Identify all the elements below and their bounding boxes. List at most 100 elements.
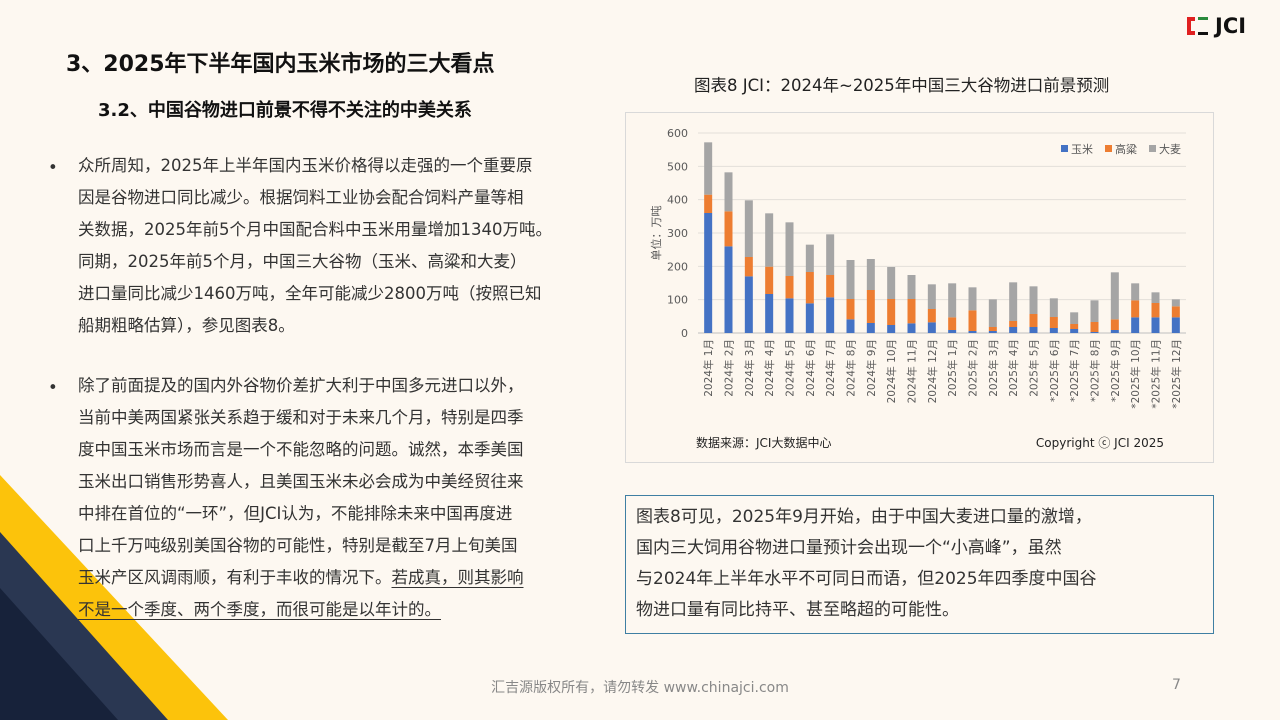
bar-segment (826, 234, 835, 275)
y-axis-label: 单位：万吨 (649, 206, 663, 261)
bar-segment (968, 287, 977, 311)
text-line: 除了前面提及的国内外谷物价差扩大利于中国多元进口以外， (78, 376, 524, 395)
bar-segment (907, 299, 916, 324)
bar-segment (1049, 298, 1058, 317)
legend-swatch (1149, 145, 1156, 152)
y-tick-label: 300 (667, 227, 688, 240)
bar-segment (948, 330, 957, 333)
bar-segment (1029, 327, 1038, 333)
legend-label: 玉米 (1071, 143, 1093, 156)
x-tick-label: *2025年 6月 (1048, 339, 1061, 402)
x-tick-label: 2024年 3月 (743, 339, 756, 397)
chart-title: 图表8 JCI：2024年~2025年中国三大谷物进口前景预测 (694, 76, 1110, 95)
page-number: 7 (1172, 677, 1181, 693)
x-tick-label: *2025年 10月 (1129, 339, 1142, 409)
bar-segment (968, 331, 977, 333)
x-tick-label: 2025年 3月 (987, 339, 1000, 397)
bar-segment (805, 272, 814, 304)
bar-segment (1171, 299, 1180, 307)
note-line: 国内三大饲用谷物进口量预计会出现一个“小高峰”，虽然 (636, 538, 1062, 558)
x-tick-label: 2024年 8月 (845, 339, 858, 397)
x-tick-label: *2025年 12月 (1170, 339, 1183, 409)
bar-segment (866, 290, 875, 323)
bar-segment (724, 211, 733, 247)
bar-segment (1131, 283, 1140, 301)
x-tick-label: 2024年 10月 (885, 339, 898, 403)
bar-segment (866, 323, 875, 333)
bar-segment (1151, 303, 1160, 318)
section-subtitle: 3.2、中国谷物进口前景不得不关注的中美关系 (98, 100, 472, 121)
chart-copyright: Copyright ⓒ JCI 2025 (1036, 436, 1164, 450)
x-tick-label: 2024年 1月 (702, 339, 715, 397)
bar-segment (1029, 314, 1038, 327)
text-line: 众所周知，2025年上半年国内玉米价格得以走强的一个重要原 (78, 156, 533, 175)
bullet-dot: • (48, 158, 58, 177)
bar-segment (948, 283, 957, 318)
text-plain: 玉米产区风调雨顺，有利于丰收的情况下。 (78, 568, 392, 587)
x-tick-label: 2024年 6月 (804, 339, 817, 397)
bar-segment (927, 309, 936, 323)
x-tick-label: 2024年 2月 (723, 339, 736, 397)
bar-segment (887, 267, 896, 299)
x-tick-label: 2024年 4月 (763, 339, 776, 397)
text-line: 玉米产区风调雨顺，有利于丰收的情况下。若成真，则其影响 (78, 562, 524, 594)
bar-segment (826, 275, 835, 298)
note-line: 与2024年上半年水平不可同日而语，但2025年四季度中国谷 (636, 569, 1097, 589)
legend-label: 高粱 (1115, 142, 1137, 156)
bar-segment (704, 142, 713, 195)
bar-segment (1070, 329, 1079, 333)
x-tick-label: 2025年 1月 (946, 339, 959, 397)
text-line: 因是谷物进口同比减少。根据饲料工业协会配合饲料产量等相 (78, 188, 524, 207)
x-tick-label: 2024年 7月 (824, 339, 837, 397)
note-line: 图表8可见，2025年9月开始，由于中国大麦进口量的激增， (636, 507, 1092, 527)
y-tick-label: 400 (667, 194, 688, 207)
bar-segment (1029, 286, 1038, 314)
x-tick-label: 2024年 11月 (906, 339, 919, 403)
bar-segment (907, 275, 916, 299)
bar-segment (988, 331, 997, 333)
bar-segment (846, 319, 855, 333)
logo-text: JCI (1215, 14, 1247, 38)
legend-swatch (1105, 145, 1112, 152)
x-tick-label: 2024年 12月 (926, 339, 939, 403)
bar-segment (744, 276, 753, 333)
text-line: 中排在首位的“一环”，但JCI认为，不能排除未来中国再度进 (78, 504, 513, 523)
bar-segment (1009, 321, 1018, 327)
bar-segment (724, 172, 733, 212)
bar-segment (1151, 317, 1160, 333)
x-tick-label: *2025年 9月 (1109, 339, 1122, 402)
bar-segment (927, 322, 936, 333)
text-line: 不是一个季度、两个季度，而很可能是以年计的。 (78, 594, 524, 626)
bar-segment (805, 244, 814, 272)
bar-segment (846, 260, 855, 299)
bar-segment (785, 222, 794, 276)
stacked-bar-chart: 0 100 200 300 400 500 600 单位：万吨 2024年 1月 2024年 2月… (649, 127, 1186, 450)
note-box: 图表8可见，2025年9月开始，由于中国大麦进口量的激增， 国内三大饲用谷物进口… (625, 495, 1214, 634)
bar-segment (988, 299, 997, 327)
bar-segment (1131, 317, 1140, 333)
bar-segment (765, 266, 774, 294)
y-tick-label: 0 (681, 327, 688, 340)
bar-segment (744, 257, 753, 277)
jci-logo-icon (1187, 17, 1208, 35)
jci-logo: JCI (1186, 14, 1246, 38)
text-line: 关数据，2025年前5个月中国配合料中玉米用量增加1340万吨。 (78, 220, 552, 239)
legend-label: 大麦 (1159, 142, 1181, 156)
bar-segment (1090, 300, 1099, 322)
text-line: 口上千万吨级别美国谷物的可能性，特别是截至7月上旬美国 (78, 536, 518, 555)
bar-segment (744, 200, 753, 257)
bar-segment (724, 246, 733, 333)
bar-segment (785, 298, 794, 333)
bar-segment (968, 310, 977, 331)
note-line: 物进口量有同比持平、甚至略超的可能性。 (636, 600, 959, 620)
bar-segment (948, 317, 957, 330)
chart-container: 0 100 200 300 400 500 600 单位：万吨 2024年 1月 2024年 2月… (625, 112, 1214, 463)
bar-segment (846, 299, 855, 320)
legend-swatch (1061, 145, 1068, 152)
bar-segment (1090, 322, 1099, 332)
x-tick-label: *2025年 8月 (1089, 339, 1102, 402)
bar-segment (1110, 330, 1119, 333)
x-tick-label: *2025年 7月 (1068, 339, 1081, 402)
chart-source: 数据来源：JCI大数据中心 (696, 435, 831, 450)
bar-segment (826, 297, 835, 333)
